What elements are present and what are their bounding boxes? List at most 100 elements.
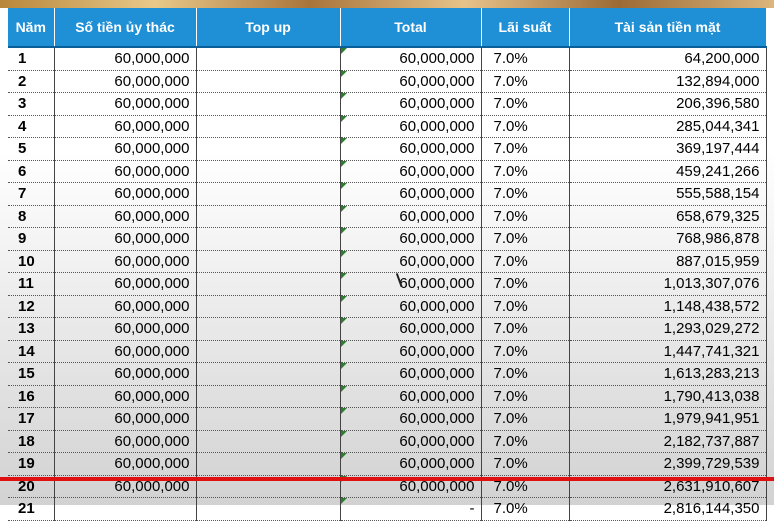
cell-cash[interactable]: 64,200,000: [569, 47, 767, 71]
cell-amount[interactable]: 60,000,000: [54, 182, 197, 206]
cell-cash[interactable]: 1,447,741,321: [569, 340, 767, 363]
cell-cash[interactable]: 555,588,154: [569, 182, 767, 206]
cell-topup[interactable]: [196, 182, 341, 206]
cell-topup[interactable]: [196, 452, 341, 476]
cell-rate[interactable]: 7.0%: [481, 497, 570, 521]
cell-rate[interactable]: 7.0%: [481, 70, 570, 93]
cell-total[interactable]: 60,000,000: [340, 250, 482, 273]
cell-total[interactable]: 60,000,000: [340, 137, 482, 161]
cell-total[interactable]: 60,000,000: [340, 227, 482, 251]
cell-rate[interactable]: 7.0%: [481, 452, 570, 476]
cell-rate[interactable]: 7.0%: [481, 137, 570, 161]
cell-amount[interactable]: 60,000,000: [54, 250, 197, 273]
cell-total[interactable]: 60,000,000: [340, 295, 482, 318]
cell-cash[interactable]: 2,399,729,539: [569, 452, 767, 476]
cell-rate[interactable]: 7.0%: [481, 160, 570, 183]
cell-total[interactable]: 60,000,000: [340, 92, 482, 116]
cell-rate[interactable]: 7.0%: [481, 340, 570, 363]
cell-rate[interactable]: 7.0%: [481, 407, 570, 431]
cell-cash[interactable]: 2,182,737,887: [569, 430, 767, 453]
cell-rate[interactable]: 7.0%: [481, 92, 570, 116]
cell-amount[interactable]: 60,000,000: [54, 407, 197, 431]
cell-year[interactable]: 6: [8, 160, 55, 183]
cell-topup[interactable]: [196, 272, 341, 296]
cell-year[interactable]: 4: [8, 115, 55, 138]
cell-rate[interactable]: 7.0%: [481, 227, 570, 251]
cell-year[interactable]: 7: [8, 182, 55, 206]
cell-year[interactable]: 14: [8, 340, 55, 363]
cell-amount[interactable]: 60,000,000: [54, 227, 197, 251]
cell-total[interactable]: 60,000,000: [340, 182, 482, 206]
cell-topup[interactable]: [196, 137, 341, 161]
cell-total[interactable]: 60,000,000: [340, 362, 482, 386]
cell-total[interactable]: 60,000,000: [340, 385, 482, 408]
cell-total[interactable]: 60,000,000: [340, 317, 482, 341]
cell-cash[interactable]: 132,894,000: [569, 70, 767, 93]
header-rate[interactable]: Lãi suất: [481, 8, 570, 48]
cell-amount[interactable]: 60,000,000: [54, 137, 197, 161]
cell-topup[interactable]: [196, 497, 341, 521]
cell-topup[interactable]: [196, 340, 341, 363]
cell-total[interactable]: 60,000,000: [340, 430, 482, 453]
cell-amount[interactable]: 60,000,000: [54, 272, 197, 296]
cell-rate[interactable]: 7.0%: [481, 47, 570, 71]
cell-year[interactable]: 3: [8, 92, 55, 116]
cell-cash[interactable]: 459,241,266: [569, 160, 767, 183]
cell-amount[interactable]: 60,000,000: [54, 70, 197, 93]
cell-amount[interactable]: 60,000,000: [54, 452, 197, 476]
cell-amount[interactable]: 60,000,000: [54, 295, 197, 318]
cell-cash[interactable]: 206,396,580: [569, 92, 767, 116]
cell-cash[interactable]: 887,015,959: [569, 250, 767, 273]
cell-year[interactable]: 18: [8, 430, 55, 453]
cell-year[interactable]: 19: [8, 452, 55, 476]
cell-topup[interactable]: [196, 115, 341, 138]
cell-amount[interactable]: 60,000,000: [54, 205, 197, 228]
cell-rate[interactable]: 7.0%: [481, 115, 570, 138]
cell-topup[interactable]: [196, 250, 341, 273]
header-amount[interactable]: Số tiền ủy thác: [54, 8, 197, 48]
cell-topup[interactable]: [196, 385, 341, 408]
cell-cash[interactable]: 1,613,283,213: [569, 362, 767, 386]
cell-total[interactable]: 60,000,000: [340, 272, 482, 296]
header-total[interactable]: Total: [340, 8, 482, 48]
cell-rate[interactable]: 7.0%: [481, 182, 570, 206]
cell-rate[interactable]: 7.0%: [481, 385, 570, 408]
cell-year[interactable]: 1: [8, 47, 55, 71]
cell-topup[interactable]: [196, 362, 341, 386]
cell-rate[interactable]: 7.0%: [481, 317, 570, 341]
cell-cash[interactable]: 369,197,444: [569, 137, 767, 161]
cell-amount[interactable]: [54, 497, 197, 521]
header-cash[interactable]: Tài sản tiền mặt: [569, 8, 767, 48]
cell-total[interactable]: 60,000,000: [340, 160, 482, 183]
cell-topup[interactable]: [196, 317, 341, 341]
cell-topup[interactable]: [196, 92, 341, 116]
cell-cash[interactable]: 1,148,438,572: [569, 295, 767, 318]
cell-year[interactable]: 9: [8, 227, 55, 251]
cell-cash[interactable]: 285,044,341: [569, 115, 767, 138]
cell-total[interactable]: 60,000,000: [340, 70, 482, 93]
cell-amount[interactable]: 60,000,000: [54, 340, 197, 363]
cell-cash[interactable]: 2,816,144,350: [569, 497, 767, 521]
cell-year[interactable]: 16: [8, 385, 55, 408]
cell-rate[interactable]: 7.0%: [481, 272, 570, 296]
cell-year[interactable]: 15: [8, 362, 55, 386]
cell-topup[interactable]: [196, 70, 341, 93]
cell-total[interactable]: 60,000,000: [340, 47, 482, 71]
cell-amount[interactable]: 60,000,000: [54, 92, 197, 116]
cell-year[interactable]: 2: [8, 70, 55, 93]
cell-amount[interactable]: 60,000,000: [54, 317, 197, 341]
cell-amount[interactable]: 60,000,000: [54, 362, 197, 386]
cell-rate[interactable]: 7.0%: [481, 250, 570, 273]
cell-cash[interactable]: 768,986,878: [569, 227, 767, 251]
cell-amount[interactable]: 60,000,000: [54, 115, 197, 138]
cell-topup[interactable]: [196, 430, 341, 453]
cell-amount[interactable]: 60,000,000: [54, 385, 197, 408]
cell-rate[interactable]: 7.0%: [481, 205, 570, 228]
header-year[interactable]: Năm: [8, 8, 55, 48]
cell-cash[interactable]: 658,679,325: [569, 205, 767, 228]
cell-rate[interactable]: 7.0%: [481, 430, 570, 453]
cell-year[interactable]: 10: [8, 250, 55, 273]
cell-rate[interactable]: 7.0%: [481, 295, 570, 318]
cell-amount[interactable]: 60,000,000: [54, 47, 197, 71]
cell-year[interactable]: 5: [8, 137, 55, 161]
